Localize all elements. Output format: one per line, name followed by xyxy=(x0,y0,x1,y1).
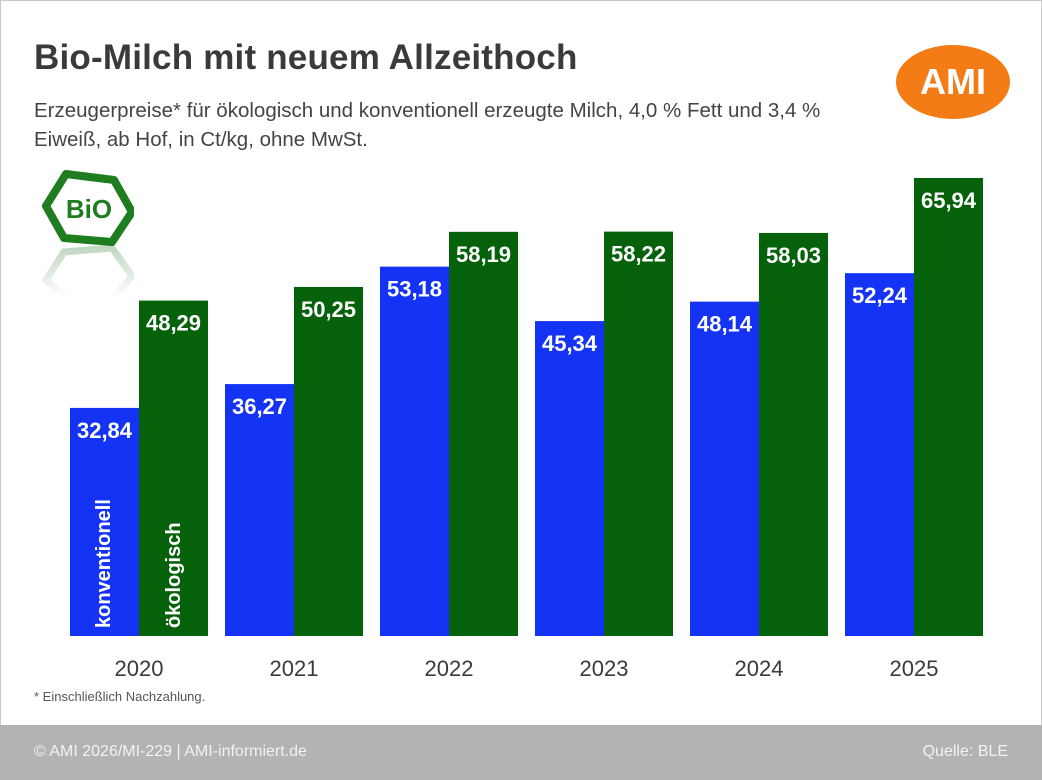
data-label-oekologisch-2021: 50,25 xyxy=(301,297,356,322)
data-label-oekologisch-2023: 58,22 xyxy=(611,242,666,267)
data-label-oekologisch-2020: 48,29 xyxy=(146,311,201,336)
data-label-oekologisch-2025: 65,94 xyxy=(921,188,977,213)
bar-oekologisch-2022 xyxy=(449,231,518,637)
data-label-oekologisch-2022: 58,19 xyxy=(456,242,511,267)
bio-badge-text: BiO xyxy=(66,194,112,224)
bar-konventionell-2021 xyxy=(225,384,294,636)
bar-konventionell-2022 xyxy=(380,266,449,636)
data-label-oekologisch-2024: 58,03 xyxy=(766,243,821,268)
legend-oekologisch: ökologisch xyxy=(163,522,185,628)
chart-title: Bio-Milch mit neuem Allzeithoch xyxy=(34,38,578,77)
bar-konventionell-2024 xyxy=(690,301,759,636)
x-tick-label-2023: 2023 xyxy=(580,656,629,681)
x-tick-label-2022: 2022 xyxy=(425,656,474,681)
bar-konventionell-2020 xyxy=(70,407,139,636)
data-label-konventionell-2023: 45,34 xyxy=(542,331,598,356)
bar-konventionell-2023 xyxy=(535,321,604,636)
footer-copyright: © AMI 2026/MI-229 | AMI-informiert.de xyxy=(34,743,307,760)
bar-oekologisch-2023 xyxy=(604,231,673,637)
x-tick-label-2025: 2025 xyxy=(890,656,939,681)
data-label-konventionell-2020: 32,84 xyxy=(77,418,133,443)
bar-chart: 32,84 48,29 36,27 50,25 53,18 58,19 45,34 58,22… xyxy=(70,178,983,681)
footer-bar: © AMI 2026/MI-229 | AMI-informiert.de Qu… xyxy=(0,725,1042,780)
bar-konventionell-2025 xyxy=(845,273,914,636)
bar-oekologisch-2024 xyxy=(759,232,828,636)
bar-oekologisch-2021 xyxy=(294,286,363,636)
legend-konventionell: konventionell xyxy=(93,499,115,628)
chart-subtitle: Erzeugerpreise* für ökologisch und konve… xyxy=(34,99,821,151)
x-tick-label-2024: 2024 xyxy=(735,656,784,681)
footer-source: Quelle: BLE xyxy=(922,743,1008,760)
data-label-konventionell-2022: 53,18 xyxy=(387,277,442,302)
bio-badge-icon: BiO xyxy=(41,170,134,298)
x-tick-label-2021: 2021 xyxy=(270,656,319,681)
footnote: * Einschließlich Nachzahlung. xyxy=(34,689,206,704)
data-label-konventionell-2025: 52,24 xyxy=(852,283,908,308)
bar-oekologisch-2020 xyxy=(139,300,208,636)
bar-oekologisch-2025 xyxy=(914,178,983,636)
data-label-konventionell-2024: 48,14 xyxy=(697,312,753,337)
data-label-konventionell-2021: 36,27 xyxy=(232,394,287,419)
ami-logo: AMI xyxy=(896,45,1010,119)
x-tick-label-2020: 2020 xyxy=(115,656,164,681)
